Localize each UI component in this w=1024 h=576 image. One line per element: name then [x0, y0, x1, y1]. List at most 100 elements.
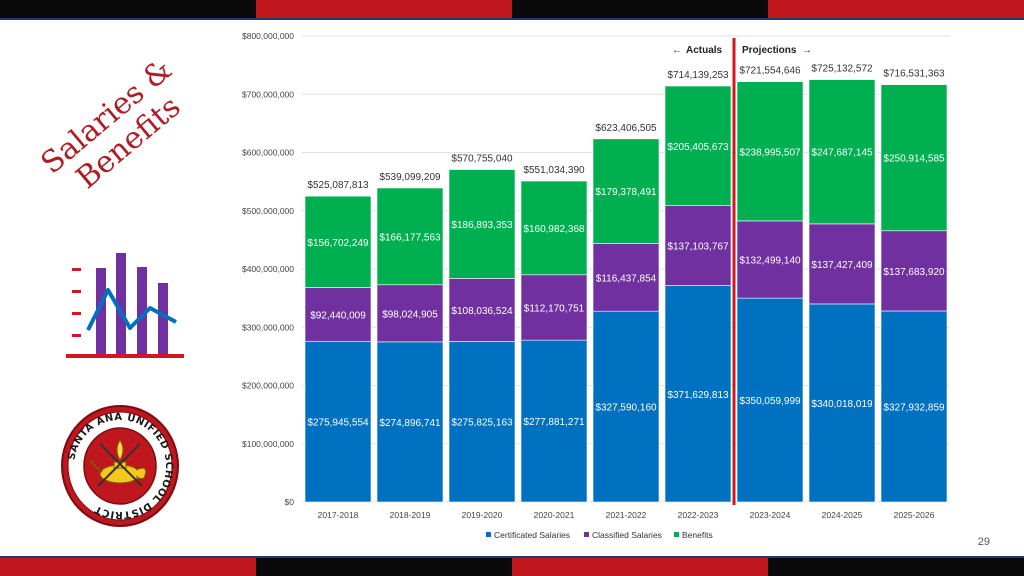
bar-segment-classified-salaries [376, 284, 444, 343]
data-label: $98,024,905 [382, 309, 438, 320]
bar-segment-benefits [376, 187, 444, 286]
data-label: $275,825,163 [451, 418, 513, 429]
bar-segment-benefits [448, 169, 516, 279]
bottom-band-seg-2 [256, 556, 512, 576]
x-tick-label: 2018-2019 [390, 510, 431, 520]
x-tick-label: 2021-2022 [606, 510, 647, 520]
projections-arrow: → [802, 45, 812, 56]
data-label: $137,427,409 [811, 260, 873, 271]
bar-segment-benefits [808, 79, 876, 225]
total-label: $570,755,040 [451, 154, 513, 165]
y-tick-label: $200,000,000 [242, 381, 294, 391]
bar-segment-certificated-salaries [448, 341, 516, 503]
data-label: $277,881,271 [523, 417, 585, 428]
x-tick-label: 2020-2021 [534, 510, 575, 520]
actuals-label: Actuals [686, 45, 723, 56]
data-label: $327,590,160 [595, 403, 657, 414]
bar-segment-benefits [304, 195, 372, 288]
data-label: $112,170,751 [524, 303, 585, 314]
x-tick-label: 2017-2018 [318, 510, 359, 520]
data-label: $274,896,741 [379, 418, 441, 429]
total-label: $539,099,209 [379, 172, 441, 183]
x-tick-label: 2019-2020 [462, 510, 503, 520]
y-tick-label: $500,000,000 [242, 206, 294, 216]
bar-segment-certificated-salaries [880, 310, 948, 503]
page-number: 29 [977, 536, 990, 548]
total-label: $551,034,390 [523, 165, 585, 176]
bar-segment-benefits [736, 81, 804, 222]
y-tick-label: $100,000,000 [242, 439, 294, 449]
data-label: $160,982,368 [523, 224, 585, 235]
total-label: $721,554,646 [739, 66, 801, 77]
data-label: $137,683,920 [883, 267, 945, 278]
bar-segment-certificated-salaries [736, 297, 804, 503]
data-label: $156,702,249 [307, 238, 369, 249]
bar-segment-classified-salaries [448, 278, 516, 342]
legend-label: Classified Salaries [592, 530, 662, 540]
data-label: $92,440,009 [310, 310, 366, 321]
bar-segment-certificated-salaries [664, 285, 732, 503]
bar-segment-benefits [880, 84, 948, 232]
bar-segment-certificated-salaries [520, 339, 588, 503]
data-label: $179,378,491 [595, 187, 657, 198]
y-tick-label: $0 [285, 497, 295, 507]
bar-segment-benefits [592, 138, 660, 244]
icon-tick-mark-2 [72, 290, 81, 293]
legend-swatch [584, 532, 589, 537]
bar-segment-certificated-salaries [376, 341, 444, 503]
bar-segment-benefits [664, 85, 732, 206]
total-label: $623,406,505 [595, 123, 657, 134]
data-label: $108,036,524 [451, 306, 513, 317]
bottom-band [0, 556, 1024, 576]
total-label: $716,531,363 [883, 69, 945, 80]
data-label: $371,629,813 [667, 390, 729, 401]
bar-segment-benefits [520, 180, 588, 276]
y-tick-label: $700,000,000 [242, 89, 294, 99]
legend-swatch [674, 532, 679, 537]
data-label: $275,945,554 [307, 418, 369, 429]
data-label: $250,914,585 [883, 154, 945, 165]
total-label: $725,132,572 [811, 64, 873, 75]
total-label: $525,087,813 [307, 180, 369, 191]
y-tick-label: $400,000,000 [242, 264, 294, 274]
bar-chart-icon [66, 253, 184, 358]
icon-tick-mark-1 [72, 268, 81, 271]
legend-swatch [486, 532, 491, 537]
data-label: $116,437,854 [596, 273, 657, 284]
bar-segment-classified-salaries [520, 274, 588, 341]
projections-label: Projections [742, 45, 797, 56]
bar-segment-classified-salaries [808, 223, 876, 305]
data-label: $205,405,673 [667, 142, 729, 153]
bar-segment-classified-salaries [736, 220, 804, 299]
data-label: $132,499,140 [739, 255, 801, 266]
total-label: $714,139,253 [667, 70, 729, 81]
top-band-seg-2 [256, 0, 512, 20]
bar-segment-certificated-salaries [592, 310, 660, 503]
data-label: $327,932,859 [883, 402, 945, 413]
data-label: $340,018,019 [811, 399, 873, 410]
top-band-seg-1 [0, 0, 256, 20]
bottom-band-seg-3 [512, 556, 768, 576]
bottom-band-seg-1 [0, 556, 256, 576]
bar-segment-certificated-salaries [304, 340, 372, 503]
y-tick-label: $800,000,000 [242, 31, 294, 41]
bar-segment-classified-salaries [880, 230, 948, 312]
data-label: $186,893,353 [451, 220, 513, 231]
data-label: $166,177,563 [379, 232, 441, 243]
data-label: $350,059,999 [739, 396, 801, 407]
bar-segment-classified-salaries [304, 287, 372, 342]
legend-label: Benefits [682, 530, 713, 540]
data-label: $238,995,507 [739, 147, 801, 158]
icon-tick-mark-3 [72, 312, 81, 315]
actuals-arrow: ← [672, 45, 682, 56]
top-band-seg-3 [512, 0, 768, 20]
x-tick-label: 2025-2026 [894, 510, 935, 520]
data-label: $247,687,145 [811, 148, 873, 159]
top-band-seg-4 [768, 0, 1024, 20]
y-tick-label: $600,000,000 [242, 148, 294, 158]
legend-label: Certificated Salaries [494, 530, 570, 540]
bottom-band-seg-4 [768, 556, 1024, 576]
y-tick-label: $300,000,000 [242, 322, 294, 332]
data-label: $137,103,767 [667, 242, 729, 253]
